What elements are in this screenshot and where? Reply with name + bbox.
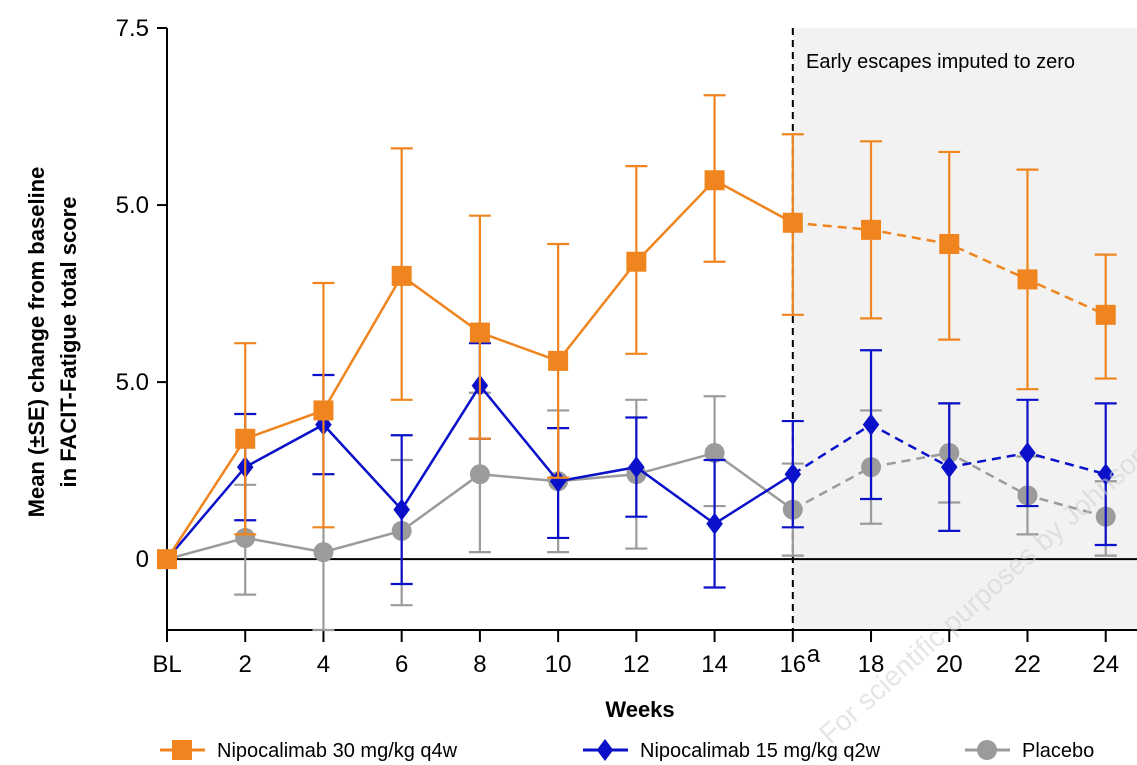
marker-circle bbox=[704, 442, 725, 463]
marker-square bbox=[235, 428, 256, 449]
marker-square bbox=[782, 212, 803, 233]
marker-square bbox=[704, 170, 725, 191]
marker-square bbox=[157, 549, 177, 570]
x-tick-label: 18 bbox=[858, 651, 885, 678]
marker-circle bbox=[313, 542, 334, 563]
x-tick-label: 4 bbox=[317, 651, 330, 678]
y-axis-title-line2: in FACIT-Fatigue total score bbox=[56, 197, 81, 488]
x-tick-label: BL bbox=[152, 651, 181, 678]
axes: 05.05.07.5BL 2 4 6 8 10 12 14 16 a 18 20 22 24 bbox=[116, 15, 1137, 678]
x-tick-label: 16 bbox=[779, 651, 806, 678]
marker-square bbox=[391, 265, 412, 286]
y-tick-label: 7.5 bbox=[116, 15, 149, 42]
y-tick-label: 5.0 bbox=[116, 369, 149, 396]
x-tick-label: 2 bbox=[239, 651, 252, 678]
x-tick-label: 24 bbox=[1092, 651, 1119, 678]
marker-square bbox=[548, 350, 569, 371]
marker-square bbox=[861, 219, 882, 240]
marker-diamond bbox=[706, 512, 723, 535]
x-tick-label: 8 bbox=[473, 651, 486, 678]
y-axis-title-line1: Mean (±SE) change from baseline bbox=[24, 167, 49, 518]
series-square bbox=[157, 94, 1117, 570]
marker-diamond bbox=[1019, 441, 1036, 464]
marker-square bbox=[172, 740, 192, 760]
y-tick-label: 0 bbox=[136, 546, 149, 573]
marker-square bbox=[939, 234, 960, 255]
marker-square bbox=[313, 400, 334, 421]
marker-square bbox=[626, 251, 647, 272]
x-tick-label: 22 bbox=[1014, 651, 1041, 678]
x-tick-label: 14 bbox=[701, 651, 728, 678]
marker-diamond bbox=[941, 456, 958, 479]
marker-circle bbox=[235, 527, 256, 548]
x-axis-title: Weeks bbox=[605, 697, 674, 722]
legend-label: Nipocalimab 15 mg/kg q2w bbox=[640, 740, 881, 762]
series-group bbox=[157, 94, 1117, 632]
marker-square bbox=[1095, 304, 1116, 325]
legend-item: Nipocalimab 30 mg/kg q4w bbox=[160, 740, 458, 762]
legend-item: Placebo bbox=[965, 740, 1094, 762]
legend: Nipocalimab 30 mg/kg q4w Nipocalimab 15 m… bbox=[160, 739, 1094, 762]
marker-square bbox=[469, 322, 490, 343]
marker-diamond bbox=[628, 456, 645, 479]
labels: Weeks Mean (±SE) change from baseline in… bbox=[24, 51, 1075, 722]
marker-diamond bbox=[784, 463, 802, 486]
marker-diamond bbox=[862, 413, 880, 436]
legend-label: Placebo bbox=[1022, 740, 1094, 762]
x-tick-label: 6 bbox=[395, 651, 408, 678]
legend-item: Nipocalimab 15 mg/kg q2w bbox=[583, 739, 881, 762]
marker-diamond bbox=[549, 470, 567, 493]
legend-label: Nipocalimab 30 mg/kg q4w bbox=[217, 740, 458, 762]
y-tick-label: 5.0 bbox=[116, 192, 149, 219]
x-tick-label: 20 bbox=[936, 651, 963, 678]
early-escape-region bbox=[791, 28, 1137, 630]
marker-diamond bbox=[596, 739, 614, 761]
marker-diamond bbox=[393, 498, 410, 521]
marker-diamond bbox=[1097, 463, 1114, 486]
x-tick-label: 12 bbox=[623, 651, 650, 678]
early-escape-shade bbox=[792, 28, 1137, 630]
marker-square bbox=[1017, 269, 1038, 290]
x-tick-superscript: a bbox=[807, 641, 821, 668]
early-escape-label: Early escapes imputed to zero bbox=[806, 51, 1075, 73]
marker-circle bbox=[977, 740, 997, 760]
marker-circle bbox=[469, 464, 490, 485]
x-tick-label: 10 bbox=[545, 651, 572, 678]
